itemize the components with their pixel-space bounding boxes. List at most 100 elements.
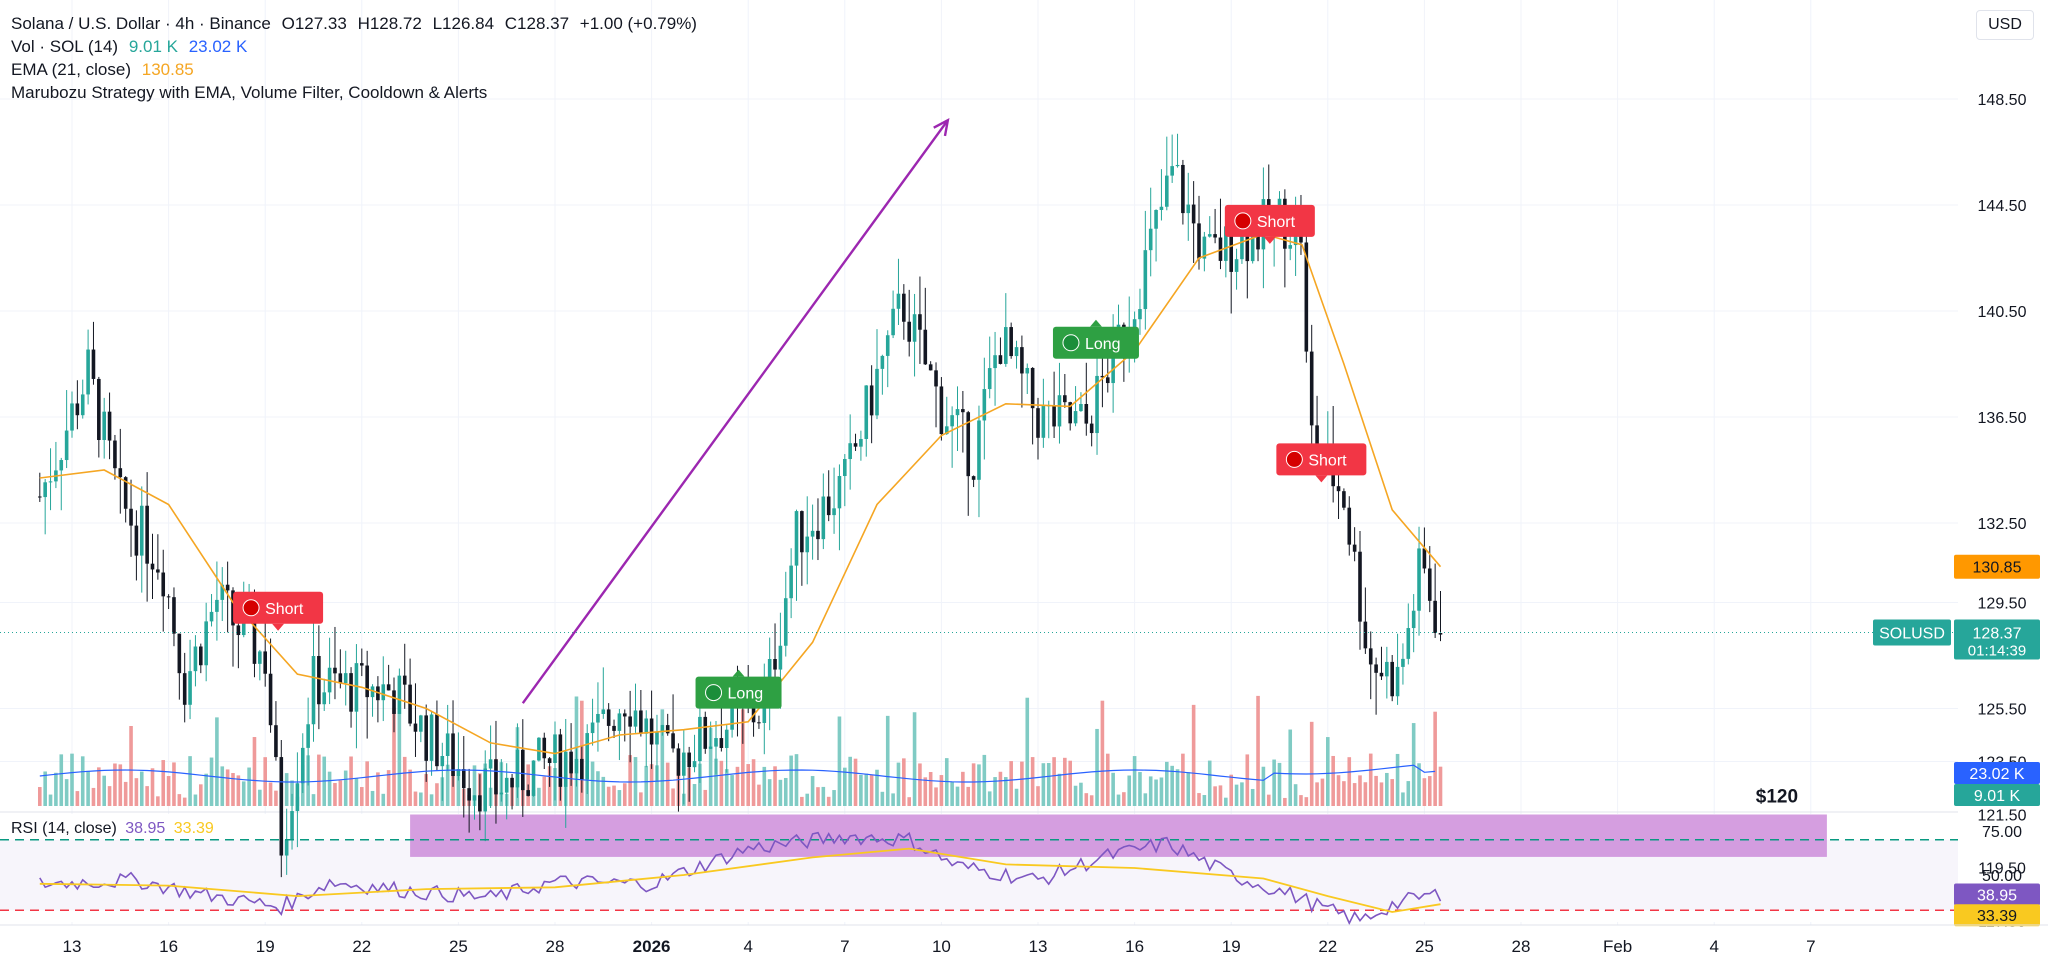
volume-bar: [1159, 777, 1164, 806]
candle-body: [585, 733, 589, 780]
rsi-ma-line[interactable]: [39, 847, 1441, 913]
volume-tag[interactable]: [1954, 784, 2040, 806]
candle-body: [816, 530, 820, 540]
volume-bar: [837, 716, 842, 806]
time-tick-label: 28: [546, 937, 565, 956]
volume-bar: [1181, 753, 1185, 806]
rsi-legend[interactable]: RSI (14, close) 38.95 33.39: [11, 820, 214, 838]
rsi-tag[interactable]: [1954, 883, 2040, 906]
rsi-tag[interactable]: [1954, 904, 2040, 927]
strategy-row[interactable]: Marubozu Strategy with EMA, Volume Filte…: [11, 81, 697, 104]
volume-bar: [928, 772, 933, 806]
volume-bar: [1390, 779, 1394, 806]
symbol-title[interactable]: Solana / U.S. Dollar · 4h · Binance: [11, 14, 271, 33]
volume-bar: [1122, 792, 1126, 806]
signal-pointer: [1315, 475, 1328, 483]
volume-row[interactable]: Vol · SOL (14) 9.01 K 23.02 K: [11, 35, 697, 58]
volume-bar: [660, 709, 665, 806]
volume-bar: [472, 765, 477, 806]
price-tick-label: 129.50: [1978, 596, 2027, 613]
candle-body: [757, 722, 761, 724]
volume-bar: [1266, 794, 1271, 806]
volume-bar: [714, 758, 718, 806]
candle-body: [912, 314, 917, 342]
price-tick-label: 148.50: [1978, 92, 2027, 109]
candle-body: [156, 569, 160, 573]
volume-bar: [692, 784, 697, 806]
symbol-name-label: SOLUSD: [1879, 625, 1945, 642]
volume-bar: [671, 788, 675, 806]
volume-bar: [762, 766, 767, 806]
candle-body: [574, 758, 579, 774]
ema-price-tag[interactable]: [1954, 554, 2040, 579]
candle-body: [419, 715, 423, 732]
candle-body: [1143, 250, 1148, 310]
candle-body: [1288, 245, 1293, 249]
signal-short[interactable]: Short: [1276, 443, 1367, 483]
signal-label: Short: [265, 601, 304, 618]
volume-bar: [343, 770, 348, 806]
candle-body: [682, 752, 686, 776]
volume-bar: [998, 771, 1003, 806]
volume-bar: [1004, 777, 1008, 806]
candle-body: [848, 443, 852, 460]
volume-bar: [1154, 779, 1158, 806]
volume-bar: [338, 780, 343, 806]
signal-short[interactable]: Short: [233, 591, 324, 631]
candle-body: [472, 795, 477, 801]
candle-body: [279, 757, 284, 856]
candle-body: [1229, 226, 1233, 272]
volume-bar: [1427, 776, 1432, 806]
volume-bar: [59, 754, 64, 806]
candle-body: [1304, 242, 1309, 352]
candle-body: [1401, 658, 1405, 667]
volume-bar: [531, 789, 536, 806]
candle-body: [1202, 236, 1207, 259]
time-axis[interactable]: 13 16 19 22 25 28 2026 4 7 10 13 16 19 22 25 28 Feb 4 7: [63, 937, 1816, 956]
volume-bar: [1100, 700, 1105, 806]
candle-body: [48, 481, 53, 483]
currency-button[interactable]: USD: [1976, 10, 2034, 40]
volume-bar: [537, 787, 541, 806]
volume-bar: [735, 766, 740, 806]
volume-tag[interactable]: [1954, 762, 2040, 784]
volume-bar: [955, 786, 960, 806]
rsi-line[interactable]: [39, 831, 1442, 926]
candle-body: [488, 759, 493, 769]
volume-label: Vol · SOL (14): [11, 37, 119, 56]
candle-body: [354, 663, 359, 712]
volume-bar: [1095, 728, 1099, 806]
support-zone-label: $120: [1756, 787, 1798, 808]
volume-bar: [1315, 782, 1319, 806]
ema-row[interactable]: EMA (21, close) 130.85: [11, 58, 697, 81]
candle-body: [408, 684, 412, 724]
volume-bar: [875, 769, 879, 806]
ema-label: EMA (21, close): [11, 60, 131, 79]
price-axis[interactable]: 148.50 144.50 140.50 136.50 132.50 129.50 125.…: [1978, 92, 2027, 965]
volume-bar: [1352, 783, 1357, 806]
candle-body: [483, 768, 488, 812]
volume-bar: [1170, 765, 1174, 806]
signal-long[interactable]: Long: [695, 669, 782, 709]
last-price-tag[interactable]: [1954, 619, 2040, 660]
candle-body: [349, 673, 353, 712]
volume-bar: [435, 783, 439, 806]
candle-body: [676, 748, 681, 776]
candle-body: [1041, 405, 1046, 438]
candle-body: [1132, 319, 1137, 330]
trend-arrow-line[interactable]: [521, 119, 949, 704]
candle-body: [1411, 610, 1416, 629]
candle-body: [456, 769, 461, 776]
volume-bar: [1132, 756, 1137, 806]
signal-long[interactable]: Long: [1052, 319, 1139, 359]
candle-body: [188, 671, 192, 705]
candle-body: [531, 760, 536, 796]
time-tick-label: 10: [932, 937, 951, 956]
candle-body: [236, 625, 241, 636]
signal-short[interactable]: Short: [1224, 204, 1315, 244]
volume-bar: [209, 757, 214, 806]
candle-body: [435, 714, 439, 767]
candle-body: [993, 355, 997, 369]
candle-body: [338, 673, 343, 684]
